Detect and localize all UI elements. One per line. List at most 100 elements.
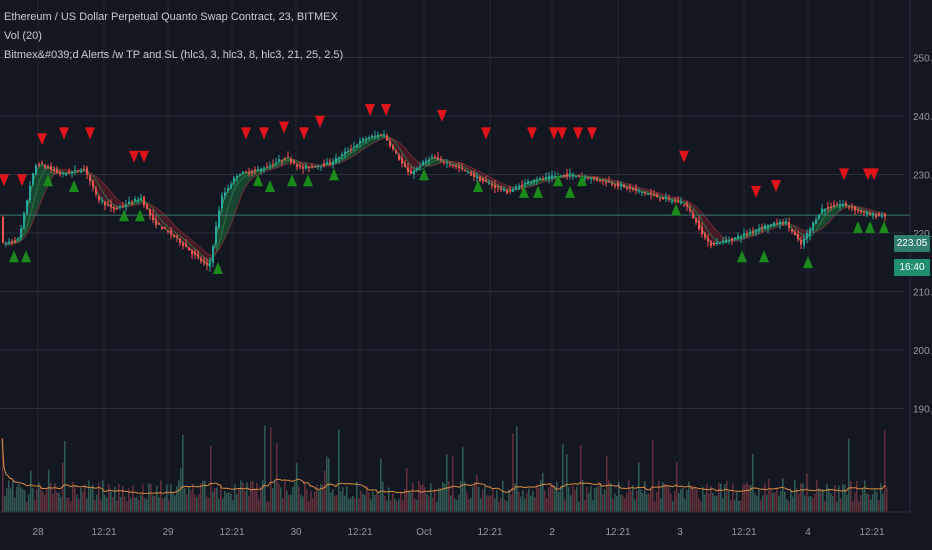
volume-bar [340, 491, 342, 512]
candle-body [251, 170, 253, 173]
volume-bar [168, 500, 170, 512]
volume-bar [60, 496, 62, 512]
volume-bar [182, 435, 184, 512]
candle-body [509, 190, 511, 192]
volume-bar [174, 495, 176, 512]
volume-bar [268, 501, 270, 512]
volume-bar [800, 483, 802, 512]
candle-body [284, 157, 286, 160]
candle-body [32, 173, 34, 185]
volume-bar [568, 487, 570, 512]
candle-body [533, 180, 535, 182]
candle-body [317, 165, 319, 167]
volume-bar [682, 487, 684, 512]
candle-body [2, 217, 4, 243]
sell-signal-arrow [751, 185, 761, 198]
volume-bar [94, 499, 96, 512]
time-tick-label: 12:21 [477, 527, 502, 538]
candle-body [878, 213, 880, 216]
candle-body [98, 196, 100, 201]
volume-bar [362, 493, 364, 512]
volume-bar [484, 485, 486, 512]
volume-bar [368, 492, 370, 512]
candle-body [740, 236, 742, 239]
volume-bar [358, 498, 360, 512]
volume-bar [98, 482, 100, 512]
volume-bar [290, 494, 292, 512]
volume-bar [472, 486, 474, 512]
candle-body [152, 214, 154, 220]
candle-body [539, 177, 541, 179]
volume-bar [80, 488, 82, 512]
candle-body [602, 179, 604, 181]
candle-body [884, 213, 886, 217]
candle-body [8, 241, 10, 243]
volume-bar [128, 488, 130, 512]
volume-bar [68, 497, 70, 512]
volume-bar [532, 490, 534, 512]
volume-bar [854, 492, 856, 512]
volume-bar [298, 486, 300, 512]
volume-bar [664, 483, 666, 512]
volume-bar [534, 497, 536, 512]
candle-body [716, 242, 718, 244]
volume-bar [746, 482, 748, 512]
volume-bar [872, 494, 874, 512]
volume-bar [700, 500, 702, 512]
volume-bar [234, 484, 236, 512]
volume-bar [694, 487, 696, 512]
volume-bar [50, 482, 52, 512]
volume-bar [850, 481, 852, 512]
volume-bar [716, 495, 718, 512]
candle-body [20, 228, 22, 238]
candle-body [752, 231, 754, 233]
buy-signal-arrow [253, 174, 263, 187]
volume-bar [396, 500, 398, 512]
volume-bar [210, 446, 212, 512]
sell-signal-arrow [279, 121, 289, 134]
candle-body [647, 193, 649, 195]
volume-bar [140, 494, 142, 512]
volume-bar [544, 490, 546, 512]
volume-bar [570, 495, 572, 512]
candle-body [794, 232, 796, 236]
volume-bar [884, 430, 886, 512]
volume-bar [786, 499, 788, 512]
candle-body [773, 222, 775, 226]
volume-bar [838, 485, 840, 512]
volume-bar [764, 483, 766, 512]
volume-bar [342, 487, 344, 512]
volume-bar [448, 481, 450, 512]
candle-body [854, 206, 856, 211]
volume-bar [554, 487, 556, 512]
candle-body [239, 175, 241, 177]
candle-body [593, 177, 595, 179]
volume-bar [496, 489, 498, 512]
candle-body [92, 180, 94, 187]
volume-bar [156, 485, 158, 512]
volume-bar [526, 492, 528, 512]
volume-bar [310, 490, 312, 512]
candle-body [188, 247, 190, 251]
candle-body [836, 204, 838, 206]
volume-bar [616, 496, 618, 512]
candle-body [62, 172, 64, 174]
volume-bar [370, 499, 372, 512]
volume-bar [88, 480, 90, 512]
candle-body [395, 150, 397, 153]
candle-body [650, 193, 652, 195]
volume-bar [42, 491, 44, 512]
candle-body [344, 151, 346, 154]
candle-body [680, 202, 682, 204]
volume-bar [62, 462, 64, 512]
volume-bar [852, 501, 854, 512]
volume-bar [178, 480, 180, 512]
price-tick-label: 240.00 [913, 112, 932, 123]
candle-body [50, 166, 52, 170]
candle-body [173, 234, 175, 237]
candle-body [578, 176, 580, 178]
volume-bar [784, 491, 786, 512]
sell-signal-arrow [139, 150, 149, 163]
candle-body [872, 214, 874, 216]
volume-bar [876, 492, 878, 512]
